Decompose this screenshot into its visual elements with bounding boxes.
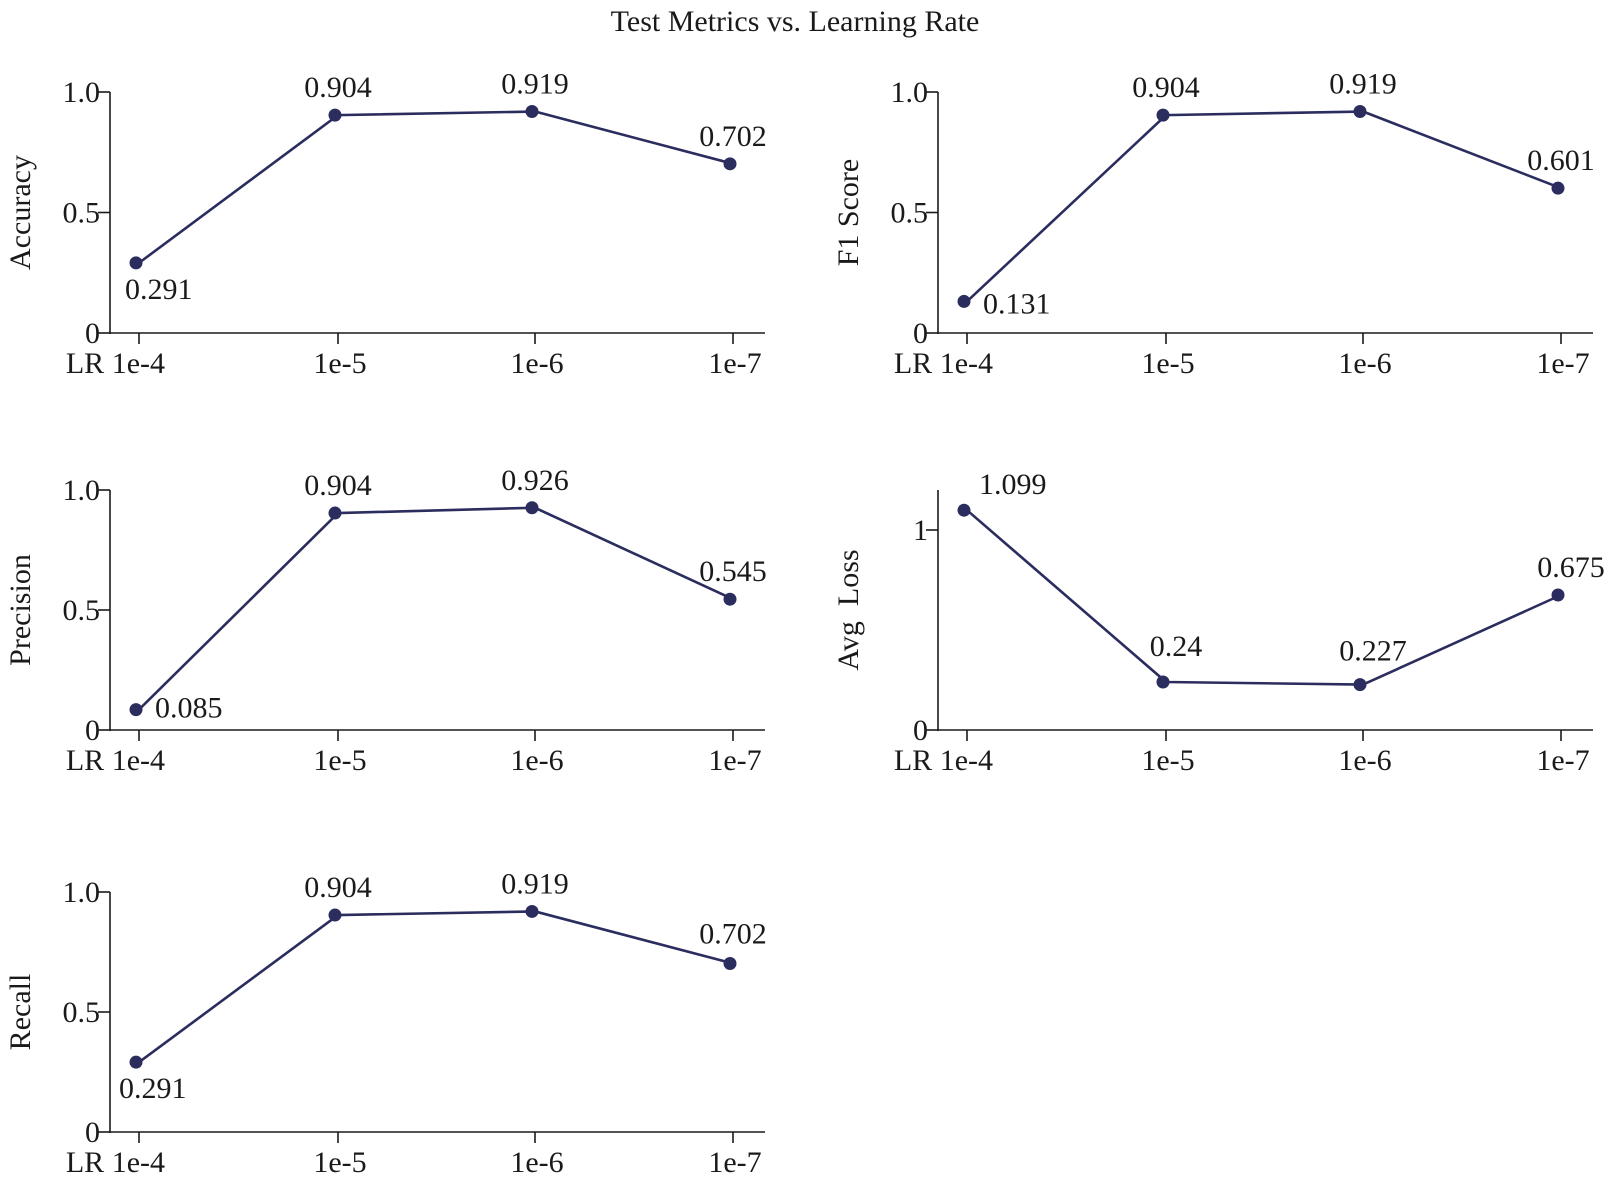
data-point bbox=[525, 501, 539, 515]
y-tick-label: 0 bbox=[913, 714, 928, 747]
data-label: 0.291 bbox=[125, 273, 193, 306]
series-line bbox=[966, 509, 1562, 686]
x-tick-label: LR 1e-4 bbox=[66, 1146, 165, 1179]
y-tick-label: 0.5 bbox=[63, 996, 101, 1029]
data-point bbox=[328, 506, 342, 520]
data-point bbox=[129, 1055, 143, 1069]
x-tick-label: 1e-7 bbox=[708, 1146, 761, 1179]
x-tick-label: 1e-6 bbox=[510, 1146, 563, 1179]
figure-title: Test Metrics vs. Learning Rate bbox=[611, 5, 980, 38]
y-tick-label: 0.5 bbox=[891, 197, 929, 230]
x-tick-label: 1e-6 bbox=[510, 744, 563, 777]
data-point bbox=[1353, 678, 1367, 692]
data-point bbox=[957, 503, 971, 517]
data-label: 0.904 bbox=[304, 871, 372, 904]
subplot-accuracy: 0 0.5 1.0 LR 1e-4 1e-5 1e-6 1e-7 Accuracy 0.291 0… bbox=[4, 68, 767, 380]
data-label: 0.904 bbox=[304, 71, 372, 104]
data-label: 0.545 bbox=[699, 555, 767, 588]
data-point bbox=[129, 256, 143, 270]
data-label: 0.085 bbox=[155, 692, 223, 725]
x-tick-label: 1e-5 bbox=[1141, 347, 1194, 380]
y-tick-label: 0 bbox=[85, 1116, 100, 1149]
y-tick-label: 1 bbox=[913, 514, 928, 547]
x-tick-label: 1e-6 bbox=[1338, 744, 1391, 777]
series-line bbox=[966, 110, 1562, 303]
x-tick-label: LR 1e-4 bbox=[66, 744, 165, 777]
data-label: 0.601 bbox=[1527, 144, 1595, 177]
data-point bbox=[723, 157, 737, 171]
data-label: 1.099 bbox=[979, 468, 1047, 501]
y-axis-label: F1 Score bbox=[832, 159, 865, 267]
data-label: 0.702 bbox=[699, 120, 767, 153]
y-axis-label: Recall bbox=[4, 974, 37, 1051]
subplot-precision: 0 0.5 1.0 LR 1e-4 1e-5 1e-6 1e-7 Precision 0.085… bbox=[4, 464, 767, 777]
data-label: 0.919 bbox=[501, 867, 569, 900]
data-label: 0.904 bbox=[1132, 71, 1200, 104]
data-label: 0.904 bbox=[304, 469, 372, 502]
data-label: 0.675 bbox=[1537, 551, 1605, 584]
y-tick-label: 1.0 bbox=[63, 474, 101, 507]
data-point bbox=[525, 105, 539, 119]
x-tick-label: 1e-5 bbox=[313, 1146, 366, 1179]
subplot-avg-loss: 0 1 LR 1e-4 1e-5 1e-6 1e-7 Avg Loss 1.099 0.24 0.… bbox=[832, 468, 1605, 777]
data-label: 0.926 bbox=[501, 464, 569, 497]
y-tick-label: 0.5 bbox=[63, 594, 101, 627]
data-point bbox=[723, 592, 737, 606]
subplot-recall: 0 0.5 1.0 LR 1e-4 1e-5 1e-6 1e-7 Recall 0.291 0.9… bbox=[4, 867, 767, 1179]
data-point bbox=[129, 703, 143, 717]
data-point bbox=[1156, 675, 1170, 689]
data-point bbox=[1156, 108, 1170, 122]
data-label: 0.702 bbox=[699, 918, 767, 951]
subplot-f1-score: 0 0.5 1.0 LR 1e-4 1e-5 1e-6 1e-7 F1 Score 0.131 0… bbox=[832, 68, 1595, 380]
x-tick-label: 1e-5 bbox=[313, 347, 366, 380]
data-label: 0.919 bbox=[501, 68, 569, 101]
data-point bbox=[328, 108, 342, 122]
y-tick-label: 0 bbox=[913, 317, 928, 350]
x-tick-label: 1e-6 bbox=[510, 347, 563, 380]
data-point bbox=[1353, 105, 1367, 119]
y-tick-label: 0 bbox=[85, 317, 100, 350]
data-point bbox=[723, 957, 737, 971]
data-point bbox=[328, 908, 342, 922]
data-point bbox=[1551, 588, 1565, 602]
series-line bbox=[138, 910, 734, 1064]
y-tick-label: 1.0 bbox=[891, 76, 929, 109]
x-tick-label: 1e-7 bbox=[708, 744, 761, 777]
y-tick-label: 0.5 bbox=[63, 197, 101, 230]
x-tick-label: 1e-7 bbox=[708, 347, 761, 380]
x-tick-label: 1e-7 bbox=[1536, 347, 1589, 380]
data-label: 0.131 bbox=[983, 287, 1051, 320]
data-label: 0.919 bbox=[1329, 68, 1397, 101]
x-tick-label: 1e-6 bbox=[1338, 347, 1391, 380]
series-line bbox=[138, 110, 734, 264]
x-tick-label: LR 1e-4 bbox=[894, 347, 993, 380]
series-line bbox=[138, 506, 734, 711]
y-axis-label: Precision bbox=[4, 554, 37, 666]
x-tick-label: LR 1e-4 bbox=[894, 744, 993, 777]
data-point bbox=[1551, 181, 1565, 195]
y-tick-label: 0 bbox=[85, 714, 100, 747]
data-point bbox=[525, 904, 539, 918]
y-tick-label: 1.0 bbox=[63, 876, 101, 909]
x-tick-label: LR 1e-4 bbox=[66, 347, 165, 380]
x-tick-label: 1e-5 bbox=[1141, 744, 1194, 777]
data-label: 0.24 bbox=[1150, 630, 1203, 663]
data-point bbox=[957, 294, 971, 308]
y-tick-label: 1.0 bbox=[63, 76, 101, 109]
data-label: 0.291 bbox=[119, 1072, 187, 1105]
data-label: 0.227 bbox=[1339, 635, 1407, 668]
y-axis-label: Accuracy bbox=[4, 155, 37, 270]
x-tick-label: 1e-7 bbox=[1536, 744, 1589, 777]
y-axis-label: Avg Loss bbox=[832, 549, 865, 670]
x-tick-label: 1e-5 bbox=[313, 744, 366, 777]
